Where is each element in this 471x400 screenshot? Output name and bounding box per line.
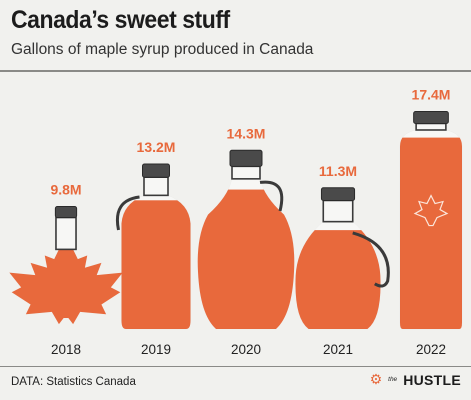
bottle-neck	[415, 122, 447, 131]
bottle-neck	[55, 216, 77, 251]
data-source: DATA: Statistics Canada	[11, 376, 136, 388]
bottle-bar-2021: 11.3M 2021	[246, 163, 430, 372]
bottle-outline	[198, 179, 295, 329]
bottle-handle	[117, 197, 139, 230]
category-label: 2018	[51, 342, 81, 357]
syrup-fill	[197, 189, 295, 330]
bottle-neck	[322, 199, 354, 223]
footer-divider	[0, 366, 471, 367]
chart-title: Canada’s sweet stuff	[11, 6, 230, 34]
category-label: 2021	[323, 342, 353, 357]
bottle-bar-2019: 13.2M 2019	[81, 139, 231, 365]
maple-leaf-icon	[413, 194, 449, 227]
value-label: 17.4M	[412, 87, 451, 103]
syrup-fill	[121, 200, 191, 329]
brand-logo: ⚙ the HUSTLE	[370, 371, 461, 388]
bottle-handle	[353, 233, 389, 286]
bottle-cap	[229, 149, 263, 167]
bottle-outline	[9, 249, 122, 324]
value-label: 9.8M	[50, 182, 81, 198]
bottle-outline	[295, 222, 380, 329]
category-label: 2020	[231, 342, 261, 357]
bottle-neck	[143, 176, 169, 197]
bottle-handle	[260, 182, 282, 211]
brand-prefix: the	[388, 376, 398, 383]
bottle-cap	[142, 163, 170, 178]
category-label: 2022	[416, 342, 446, 357]
bottle-cap	[320, 187, 356, 201]
bottle-bar-2020: 14.3M 2020	[146, 125, 346, 368]
header-divider	[0, 70, 471, 72]
bottle-bar-2018: 9.8M 2018	[0, 182, 184, 357]
category-label: 2019	[141, 342, 171, 357]
brand-name: HUSTLE	[403, 371, 461, 388]
bottle-neck	[231, 165, 261, 180]
value-label: 14.3M	[227, 125, 266, 141]
value-label: 11.3M	[319, 163, 357, 179]
bottle-cap	[54, 206, 78, 219]
syrup-fill	[295, 230, 381, 329]
hubspot-sprocket-icon: ⚙	[369, 371, 383, 387]
bottle-bar-2022: 17.4M 2022	[369, 87, 471, 357]
value-label: 13.2M	[137, 139, 176, 155]
chart-subtitle: Gallons of maple syrup produced in Canad…	[11, 41, 314, 58]
bottle-cap	[413, 111, 449, 124]
syrup-fill	[400, 137, 462, 329]
